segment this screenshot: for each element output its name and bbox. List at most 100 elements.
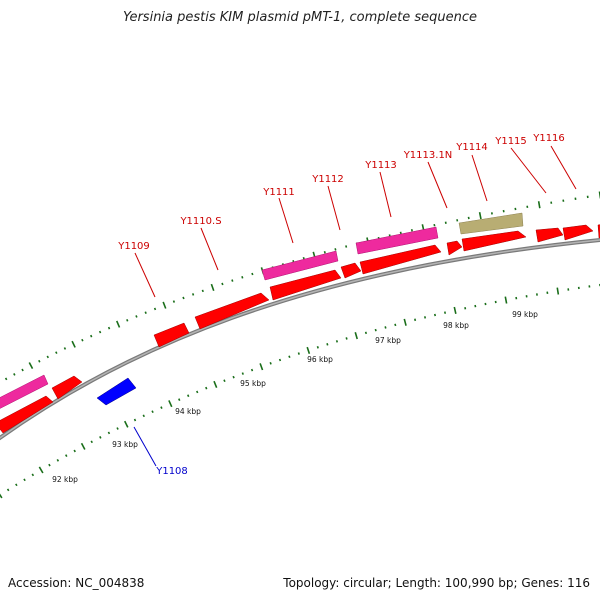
tick-label: 92 kbp xyxy=(52,475,78,484)
major-tick xyxy=(403,318,407,326)
major-tick xyxy=(537,201,541,209)
major-tick xyxy=(210,283,215,291)
orf-bar[interactable] xyxy=(0,374,49,409)
gene-label: Y1114 xyxy=(455,142,488,153)
summary-text: Topology: circular; Length: 100,990 bp; … xyxy=(283,576,590,590)
minor-tick xyxy=(399,231,402,235)
major-tick xyxy=(124,420,129,428)
major-tick xyxy=(168,400,173,408)
major-tick xyxy=(0,493,3,499)
major-tick xyxy=(453,306,457,315)
minor-tick xyxy=(15,483,18,487)
inner-tick-ring xyxy=(0,283,600,499)
minor-tick xyxy=(250,368,254,372)
forward-gene-arrow[interactable] xyxy=(51,375,83,400)
orf-bar[interactable] xyxy=(355,226,439,255)
minor-tick xyxy=(63,347,67,350)
minor-tick xyxy=(278,358,282,362)
minor-tick xyxy=(21,368,24,372)
minor-tick xyxy=(323,251,326,254)
minor-tick xyxy=(241,372,244,375)
minor-tick xyxy=(345,245,348,248)
minor-tick xyxy=(38,359,41,363)
accession-text: Accession: NC_004838 xyxy=(8,576,145,590)
forward-gene-arrow[interactable] xyxy=(269,269,342,301)
minor-tick xyxy=(384,326,387,329)
forward-gene-arrow[interactable] xyxy=(194,292,270,330)
minor-tick xyxy=(335,340,339,343)
forward-gene-arrow[interactable] xyxy=(535,227,564,243)
minor-tick xyxy=(99,435,102,439)
forward-gene-arrow[interactable] xyxy=(153,322,190,348)
minor-tick xyxy=(135,315,138,318)
minor-tick xyxy=(90,440,93,444)
gene-label: Y1111 xyxy=(262,187,295,198)
major-tick xyxy=(259,363,264,371)
major-tick xyxy=(28,362,34,370)
minor-tick xyxy=(23,478,26,482)
minor-tick xyxy=(13,373,16,376)
minor-tick xyxy=(269,362,272,365)
major-tick xyxy=(162,301,167,309)
minor-tick xyxy=(65,454,68,457)
minor-tick xyxy=(142,414,145,418)
minor-tick xyxy=(251,272,254,276)
minor-tick xyxy=(6,488,10,492)
minor-tick xyxy=(187,394,190,398)
minor-tick xyxy=(48,463,51,467)
minor-tick xyxy=(31,473,35,477)
gene-label: Y1115 xyxy=(494,136,527,147)
major-tick xyxy=(213,380,218,388)
minor-tick xyxy=(126,318,129,322)
minor-tick xyxy=(56,458,60,462)
minor-tick xyxy=(107,326,111,330)
forward-gene-arrow[interactable] xyxy=(340,262,362,279)
major-tick xyxy=(354,332,358,340)
minor-tick xyxy=(172,300,176,303)
minor-tick xyxy=(98,330,102,334)
gene-label: Y1110.S xyxy=(179,216,221,227)
major-tick xyxy=(38,466,44,474)
major-tick xyxy=(116,320,121,328)
tick-label: 98 kbp xyxy=(443,321,469,330)
forward-gene-arrow[interactable] xyxy=(0,395,54,434)
minor-tick xyxy=(81,338,84,342)
other-feature-bar[interactable] xyxy=(458,212,524,235)
minor-tick xyxy=(316,346,319,349)
minor-tick xyxy=(160,406,163,409)
minor-tick xyxy=(433,313,437,317)
tick-label: 94 kbp xyxy=(175,407,201,416)
minor-tick xyxy=(231,279,234,282)
tick-label: 99 kbp xyxy=(512,310,538,319)
forward-gene-arrow[interactable] xyxy=(359,244,442,275)
gene-label: Y1112 xyxy=(311,174,344,185)
minor-tick xyxy=(414,318,417,322)
minor-tick xyxy=(288,355,291,359)
forward-gene-arrow[interactable] xyxy=(461,230,527,252)
major-tick xyxy=(504,296,508,304)
minor-tick xyxy=(326,343,329,346)
minor-tick xyxy=(364,331,368,335)
gene-labels: Y1109 Y1110.S Y1111 Y1112 Y1113 Y1113.1N… xyxy=(117,133,565,477)
minor-tick xyxy=(55,351,58,355)
major-tick xyxy=(556,287,560,295)
minor-tick xyxy=(223,379,226,383)
tick-label: 93 kbp xyxy=(112,440,138,449)
orf-bar[interactable] xyxy=(261,250,339,281)
minor-tick xyxy=(221,282,224,286)
minor-tick xyxy=(133,418,137,422)
forward-genes xyxy=(0,224,600,434)
forward-gene-arrow[interactable] xyxy=(446,240,463,256)
gene-label: Y1109 xyxy=(117,241,150,252)
minor-tick xyxy=(374,328,377,332)
minor-tick xyxy=(107,431,111,435)
reverse-gene-arrow[interactable] xyxy=(96,377,137,406)
minor-tick xyxy=(178,398,181,401)
major-tick xyxy=(80,442,86,450)
minor-tick xyxy=(191,293,195,296)
major-tick xyxy=(306,346,311,354)
minor-tick xyxy=(205,386,208,390)
gene-label: Y1113.1N xyxy=(403,150,453,161)
minor-tick xyxy=(144,311,147,314)
forward-gene-arrow[interactable] xyxy=(562,224,594,241)
